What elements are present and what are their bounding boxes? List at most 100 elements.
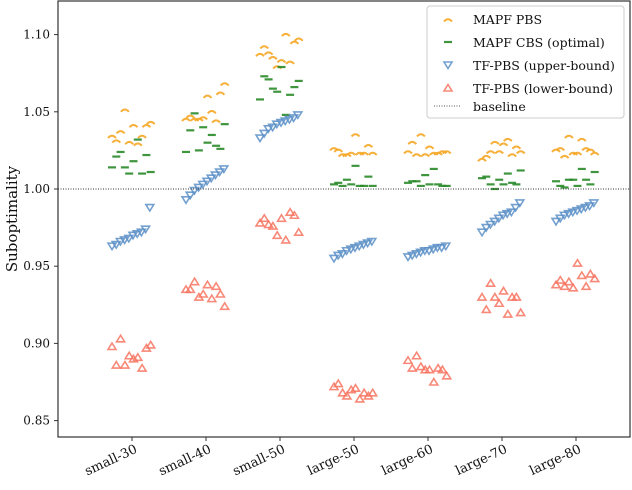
data-point-arc (207, 110, 217, 115)
data-point-arc (293, 37, 304, 42)
data-point-arc (211, 119, 221, 124)
x-tick-label: small-50 (231, 442, 288, 479)
data-point-triangle-up (502, 309, 514, 318)
data-point-triangle-down (214, 168, 226, 178)
data-point-arc (107, 134, 117, 139)
y-tick-label: 0.90 (23, 336, 50, 350)
data-point-triangle-down (193, 183, 205, 193)
data-point-triangle-up (263, 219, 275, 229)
data-point-triangle-down (402, 253, 414, 262)
data-point-triangle-up (580, 281, 592, 291)
data-point-triangle-down (292, 111, 304, 120)
data-point-triangle-up (210, 281, 222, 291)
data-point-triangle-down (283, 115, 295, 125)
data-point-triangle-up (485, 278, 497, 287)
x-tick-label: large-70 (453, 442, 509, 479)
data-point-triangle-down (353, 242, 365, 252)
data-point-triangle-up (271, 230, 283, 240)
data-point-triangle-down (275, 118, 287, 128)
legend-label: TF-PBS (lower-bound) (473, 81, 613, 96)
data-point-triangle-up (136, 363, 148, 372)
data-point-triangle-down (366, 237, 378, 247)
data-point-triangle-down (362, 239, 374, 249)
data-point-triangle-up (411, 350, 423, 360)
data-point-triangle-down (267, 123, 279, 133)
data-point-arc (202, 94, 213, 99)
data-point-triangle-up (214, 288, 226, 298)
data-point-triangle-down (218, 165, 230, 174)
data-point-arc (589, 151, 600, 156)
data-point-triangle-up (559, 281, 571, 291)
data-point-triangle-down (209, 171, 221, 181)
data-point-arc (128, 123, 139, 128)
data-point-arc (363, 144, 374, 148)
data-point-triangle-up (288, 210, 300, 220)
data-point-arc (411, 153, 422, 158)
y-tick-label: 0.85 (23, 414, 50, 428)
data-point-triangle-down (440, 242, 452, 252)
data-point-triangle-up (276, 213, 287, 223)
data-point-arc (120, 108, 130, 113)
data-point-arc (503, 137, 513, 142)
data-point-arc (498, 142, 509, 147)
data-point-triangle-up (584, 268, 596, 278)
data-point-triangle-down (554, 214, 566, 224)
data-point-triangle-down (410, 250, 422, 259)
data-point-arc (194, 117, 204, 122)
data-point-arc (424, 145, 435, 150)
data-point-triangle-down (205, 174, 217, 184)
plot-frame (57, 0, 631, 438)
legend-label: MAPF PBS (473, 12, 542, 27)
data-point-triangle-up (354, 393, 366, 403)
data-point-triangle-down (201, 177, 213, 187)
data-point-triangle-up (576, 270, 588, 280)
data-point-triangle-up (498, 285, 509, 295)
data-point-triangle-down (123, 234, 135, 244)
data-point-triangle-down (357, 240, 369, 250)
y-tick-label: 1.00 (23, 182, 50, 196)
data-point-arc (577, 137, 587, 142)
data-point-triangle-up (406, 363, 418, 372)
data-point-triangle-down (332, 251, 344, 261)
data-point-triangle-up (567, 282, 579, 292)
data-point-triangle-up (332, 378, 344, 388)
data-point-arc (145, 120, 156, 125)
data-point-arc (337, 153, 348, 158)
x-tick-label: large-60 (379, 442, 435, 479)
data-point-arc (441, 150, 452, 155)
data-point-arc (494, 150, 504, 155)
data-point-triangle-down (258, 129, 270, 139)
data-point-triangle-down (336, 250, 348, 259)
legend-marker-triangle-up (442, 82, 454, 92)
data-point-triangle-down (436, 243, 448, 253)
data-point-triangle-down (106, 242, 118, 252)
data-point-arc (276, 59, 287, 64)
data-point-arc (490, 140, 500, 145)
data-point-triangle-up (480, 304, 492, 314)
data-point-triangle-up (350, 383, 361, 392)
data-point-triangle-down (497, 211, 509, 221)
data-point-arc (289, 40, 300, 45)
data-point-arc (259, 45, 270, 50)
data-point-triangle-down (510, 203, 522, 213)
data-point-triangle-down (127, 231, 139, 241)
data-point-triangle-down (588, 199, 600, 208)
data-point-triangle-up (254, 217, 266, 227)
data-point-triangle-up (119, 359, 131, 369)
data-point-arc (137, 134, 147, 139)
data-point-triangle-up (432, 363, 444, 372)
data-point-triangle-up (563, 276, 575, 286)
data-point-triangle-up (258, 213, 270, 223)
data-point-triangle-up (284, 207, 296, 216)
data-point-triangle-down (505, 208, 517, 218)
data-point-arc (511, 145, 522, 150)
data-point-triangle-down (579, 203, 591, 213)
data-point-triangle-down (144, 203, 156, 213)
data-point-triangle-up (184, 284, 196, 294)
data-point-triangle-up (189, 276, 201, 286)
data-point-arc (367, 151, 378, 156)
data-point-triangle-down (180, 196, 192, 205)
data-point-arc (572, 151, 583, 156)
data-point-triangle-down (254, 134, 266, 144)
